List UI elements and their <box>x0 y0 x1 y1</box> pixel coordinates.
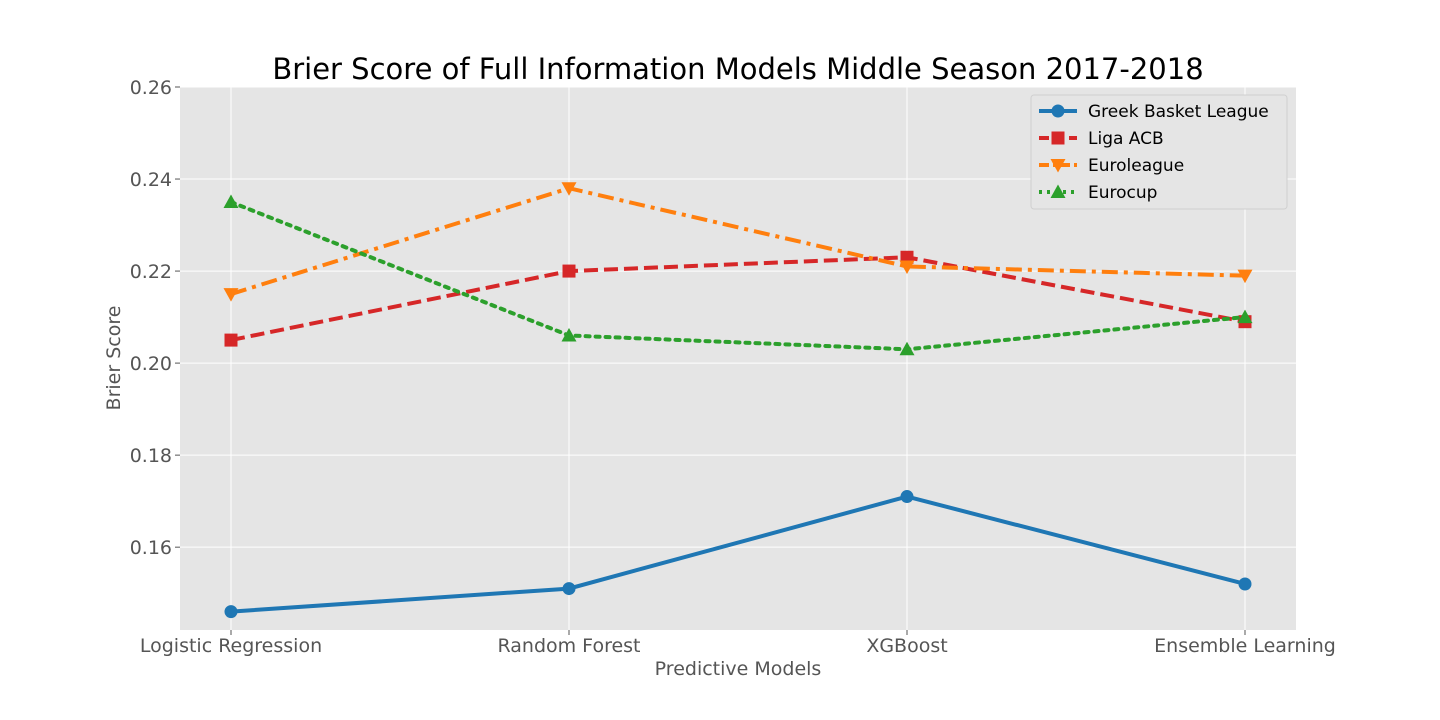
series-line <box>230 186 1246 296</box>
legend-marker <box>1050 159 1066 173</box>
y-tick-label: 0.18 <box>130 445 172 467</box>
data-point <box>1238 577 1252 591</box>
data-point <box>1237 309 1253 324</box>
y-tick-label: 0.16 <box>130 537 172 559</box>
y-tick-label: 0.22 <box>130 261 172 283</box>
data-point <box>223 194 239 209</box>
x-tick-label: Random Forest <box>497 635 640 657</box>
data-point <box>224 333 238 347</box>
legend-label: Greek Basket League <box>1088 102 1269 122</box>
grid-lines <box>180 86 1296 630</box>
data-point <box>900 490 914 504</box>
legend-label: Liga ACB <box>1088 129 1164 149</box>
series-layer <box>223 182 1253 619</box>
data-point <box>1237 269 1253 284</box>
series-line <box>230 255 1246 343</box>
y-tick-label: 0.26 <box>130 77 172 99</box>
x-axis-ticks: Logistic Regression Random Forest XGBoost E… <box>140 630 1336 657</box>
legend-label: Eurocup <box>1088 183 1157 203</box>
y-axis-label: Brier Score <box>103 306 125 411</box>
x-axis-label: Predictive Models <box>655 658 822 680</box>
data-point <box>899 341 915 356</box>
data-point <box>899 260 915 274</box>
x-tick-label: Ensemble Learning <box>1154 635 1336 657</box>
legend-label: Euroleague <box>1088 156 1184 176</box>
legend-item: Euroleague <box>1039 156 1184 176</box>
series-2 <box>223 182 1253 302</box>
y-axis-ticks: 0.16 0.18 0.20 0.22 0.24 0.26 <box>130 77 180 559</box>
x-tick-label: XGBoost <box>866 635 947 657</box>
legend-marker <box>1051 131 1065 145</box>
legend-box <box>1030 94 1288 210</box>
data-point <box>224 605 238 619</box>
y-tick-label: 0.24 <box>130 169 172 191</box>
data-point <box>562 264 576 278</box>
series-line <box>230 494 1246 614</box>
legend-item: Liga ACB <box>1039 129 1164 149</box>
y-tick-label: 0.20 <box>130 353 172 375</box>
data-point <box>561 327 577 342</box>
data-point <box>223 288 239 302</box>
chart-title: Brier Score of Full Information Models M… <box>272 52 1203 86</box>
legend-item: Greek Basket League <box>1039 102 1269 122</box>
series-3 <box>223 194 1253 356</box>
data-point <box>562 582 576 596</box>
legend-item: Eurocup <box>1039 183 1157 203</box>
series-0 <box>224 490 1252 619</box>
legend: Greek Basket League Liga ACB Euroleague Eur… <box>1030 94 1288 210</box>
x-tick-label: Logistic Regression <box>140 635 322 657</box>
data-point <box>561 182 577 196</box>
series-line <box>229 200 1247 352</box>
legend-marker <box>1050 184 1066 198</box>
legend-marker <box>1051 104 1065 118</box>
